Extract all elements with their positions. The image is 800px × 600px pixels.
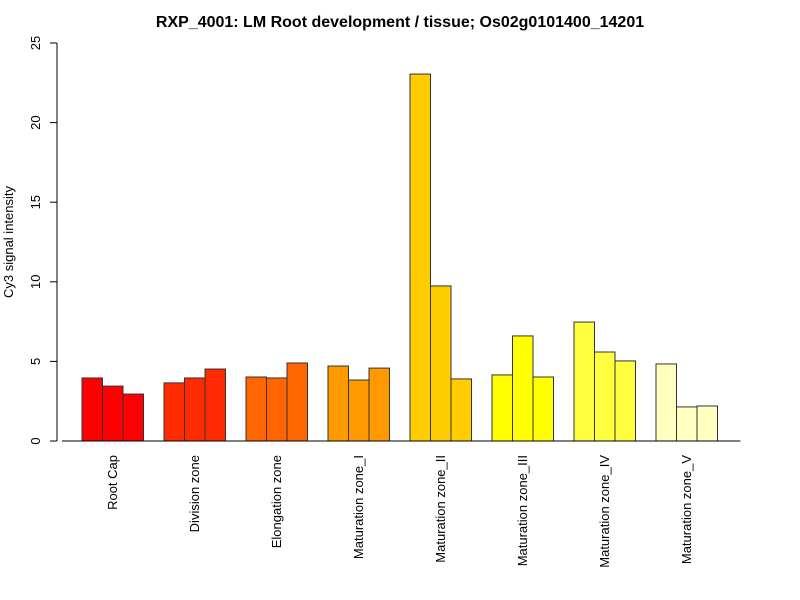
x-tick-label: Maturation zone_IV: [597, 455, 612, 568]
bar: [184, 377, 206, 442]
y-tick-label: 20: [28, 115, 43, 129]
bar: [327, 365, 349, 442]
bar: [614, 360, 636, 442]
x-axis-labels: Root Cap Division zone Elongation zone Matu…: [105, 455, 694, 568]
y-tick-label: 25: [28, 36, 43, 50]
x-tick-label: Maturation zone_I: [351, 455, 366, 559]
bar: [512, 335, 534, 442]
y-tick-label: 0: [28, 437, 43, 444]
bar: [368, 367, 390, 442]
x-tick-label: Elongation zone: [269, 455, 284, 548]
x-tick-label: Root Cap: [105, 455, 120, 510]
y-tick-label: 5: [28, 358, 43, 365]
bar: [204, 368, 226, 442]
bar: [409, 73, 431, 442]
bar: [655, 363, 677, 442]
x-tick-label: Maturation zone_II: [433, 455, 448, 563]
bar: [532, 376, 554, 442]
bar: [450, 378, 472, 442]
x-tick-label: Maturation zone_V: [679, 455, 694, 564]
bar: [491, 374, 513, 442]
bar: [122, 393, 144, 442]
x-tick-label: Division zone: [187, 455, 202, 532]
bar: [430, 285, 452, 442]
chart-title: RXP_4001: LM Root development / tissue; …: [156, 14, 644, 31]
bar: [266, 377, 288, 442]
bar: [348, 379, 370, 442]
bars-group: [81, 73, 718, 442]
bar: [594, 351, 616, 442]
bar: [676, 406, 698, 442]
y-tick-label: 15: [28, 195, 43, 209]
y-tick-label: 10: [28, 275, 43, 289]
bar: [573, 321, 595, 442]
bar: [286, 362, 308, 442]
bar: [245, 376, 267, 442]
bar: [81, 377, 103, 442]
bar: [102, 385, 124, 442]
y-axis: 0 5 10 15 20 25: [28, 36, 58, 445]
bar: [163, 382, 185, 442]
bar: [696, 405, 718, 442]
x-tick-label: Maturation zone_III: [515, 455, 530, 566]
y-axis-label: Cy3 signal intensity: [1, 186, 16, 298]
